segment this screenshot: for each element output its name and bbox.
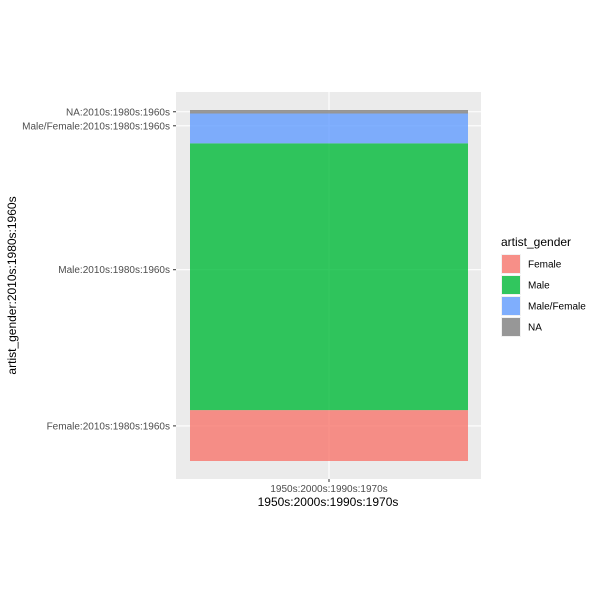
x-tick-label-0: 1950s:2000s:1990s:1970s [270,484,387,495]
y-tick-label-1: Male:2010s:1980s:1960s [58,265,170,276]
x-axis-title: 1950s:2000s:1990s:1970s [258,495,399,509]
bar-segment-male [190,143,468,411]
bar-segment-na [190,110,468,114]
y-tick-label-0: Female:2010s:1980s:1960s [47,421,170,432]
legend-swatch-female [502,255,520,273]
y-axis: Female:2010s:1980s:1960s Male:2010s:1980s… [22,107,176,432]
bar-segments [190,110,468,461]
y-tick-label-3: NA:2010s:1980s:1960s [66,107,170,118]
legend-label-na: NA [528,323,542,334]
y-tick-label-2: Male/Female:2010s:1980s:1960s [22,121,170,132]
x-axis: 1950s:2000s:1990s:1970s [270,479,388,495]
legend-label-male-female: Male/Female [528,302,586,313]
legend: artist_gender Female Male Male/Female NA [501,235,586,337]
legend-swatch-na [502,318,520,336]
bar-segment-male-female [190,113,468,144]
legend-swatch-male-female [502,297,520,315]
legend-label-female: Female [528,260,562,271]
legend-title: artist_gender [501,235,571,249]
y-axis-title: artist_gender:2010s:1980s:1960s [5,196,19,374]
legend-label-male: Male [528,281,550,292]
legend-swatch-male [502,276,520,294]
bar-segment-female [190,410,468,461]
